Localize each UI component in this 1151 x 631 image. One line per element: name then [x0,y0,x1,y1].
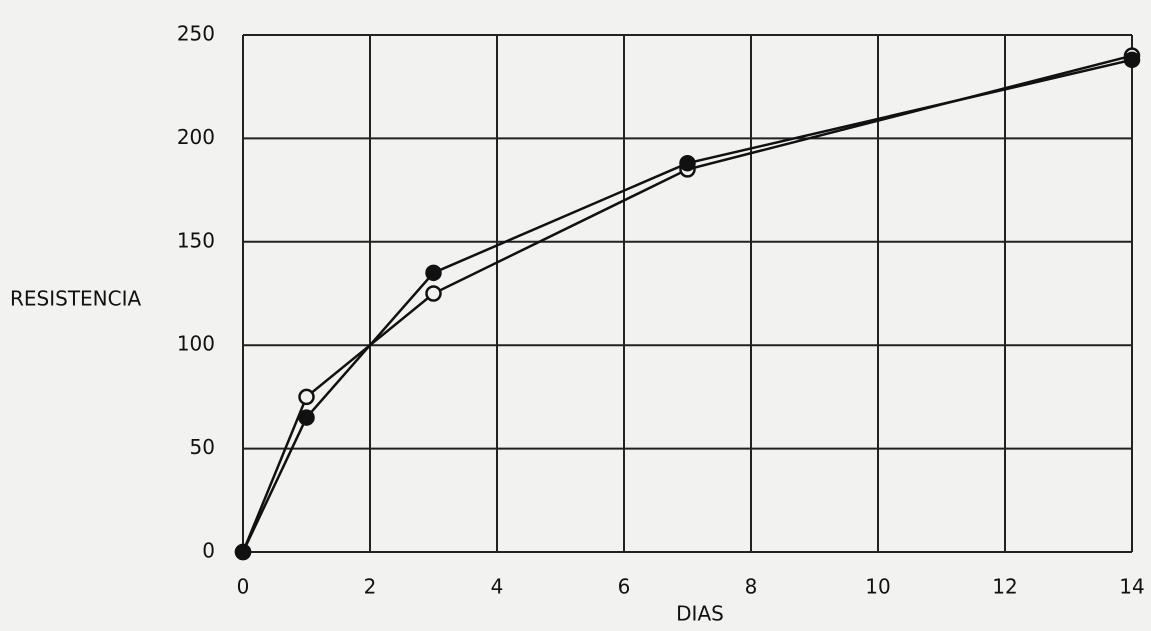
data-point [234,543,252,561]
x-tick-label: 4 [491,575,504,599]
x-tick-label: 10 [865,575,890,599]
data-point [679,154,696,172]
y-tick-label: 250 [177,22,215,46]
x-tick-label: 14 [1119,575,1144,599]
data-point [1123,51,1141,69]
data-point [298,388,315,406]
x-tick-label: 12 [992,575,1017,599]
x-tick-label: 6 [618,575,631,599]
data-point [425,264,442,282]
y-tick-label: 100 [177,332,215,356]
series-line [241,58,1133,553]
x-tick-label: 2 [364,575,377,599]
y-tick-label: 200 [177,125,215,149]
x-tick-label: 0 [237,575,250,599]
data-point [425,285,442,302]
x-tick-label: 8 [745,575,758,599]
x-axis-label: DIAS [676,602,724,626]
series-line [241,54,1133,553]
y-tick-label: 0 [202,539,215,563]
data-point [298,409,315,426]
y-tick-label: 150 [177,228,215,252]
y-axis-label: RESISTENCIA [10,287,142,311]
y-tick-label: 50 [190,435,215,459]
